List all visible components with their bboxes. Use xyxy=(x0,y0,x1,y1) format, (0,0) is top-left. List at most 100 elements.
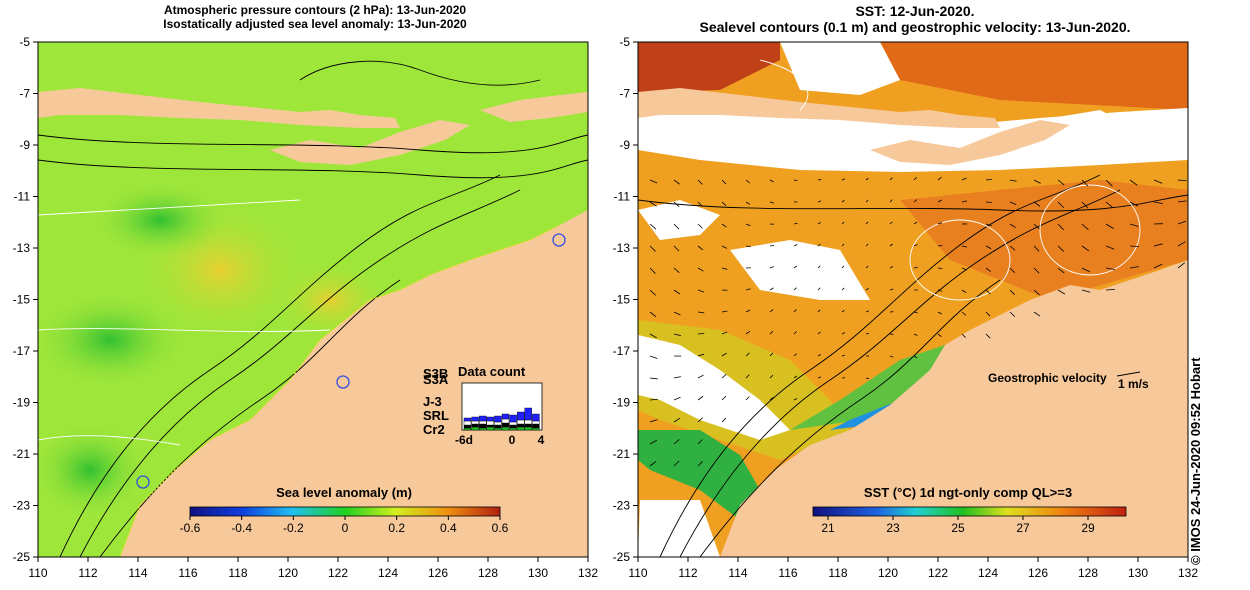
histogram-bar xyxy=(486,424,494,428)
mission-label: SRL xyxy=(423,408,449,423)
velocity-arrow xyxy=(1009,267,1016,273)
velocity-arrow xyxy=(649,439,658,445)
colorbar-tick-label: -0.4 xyxy=(231,521,252,535)
x-tick-label: 116 xyxy=(778,566,797,580)
velocity-arrow xyxy=(913,311,918,314)
velocity-arrow xyxy=(697,374,704,379)
velocity-arrow xyxy=(793,353,797,357)
velocity-arrow xyxy=(1033,245,1040,252)
right-map-axes: 110 112 114 116 118 120 122 124 126 128 130 132 -5 -7… xyxy=(613,35,1199,580)
y-tick-label: -13 xyxy=(613,241,631,255)
velocity-arrow xyxy=(937,199,943,203)
right-title-line1: SST: 12-Jun-2020. xyxy=(855,3,975,19)
histogram-bar xyxy=(479,427,487,431)
histogram-bar xyxy=(471,420,479,425)
velocity-arrow xyxy=(745,201,751,205)
histogram-bar xyxy=(524,423,532,428)
x-tick-label: 114 xyxy=(728,566,747,580)
right-map: Geostrophic velocity 1 m/s xyxy=(638,42,1188,557)
histogram-bar xyxy=(471,423,479,428)
velocity-arrow xyxy=(649,398,658,401)
histogram-bar xyxy=(486,420,494,426)
sst-colorbar xyxy=(812,506,1127,517)
x-tick-label: 118 xyxy=(228,566,247,580)
histogram-bar xyxy=(486,426,494,431)
velocity-arrow xyxy=(889,199,893,203)
velocity-arrow xyxy=(1009,223,1016,228)
velocity-arrow xyxy=(697,267,704,272)
x-tick-label: 124 xyxy=(978,566,998,580)
velocity-arrow xyxy=(1057,201,1065,208)
left-title-line1: Atmospheric pressure contours (2 hPa): 1… xyxy=(163,3,467,17)
histogram-bar xyxy=(494,421,502,426)
colorbar-tick-label: 0 xyxy=(342,521,349,535)
velocity-arrow xyxy=(961,245,968,248)
x-tick-label: 118 xyxy=(828,566,847,580)
colorbar-tick-label: 27 xyxy=(1016,521,1030,535)
velocity-arrow xyxy=(673,245,680,252)
velocity-arrow xyxy=(649,223,657,230)
left-map xyxy=(38,42,588,557)
velocity-arrow xyxy=(745,352,750,357)
velocity-arrow xyxy=(673,417,681,423)
x-tick-label: 112 xyxy=(78,566,97,580)
histogram-bar xyxy=(509,421,517,426)
velocity-arrow xyxy=(985,201,992,203)
velocity-arrow xyxy=(673,333,681,337)
velocity-arrow xyxy=(697,311,705,314)
histogram-bar xyxy=(501,413,510,420)
colorbar-tick-label: 21 xyxy=(821,521,835,535)
velocity-arrow xyxy=(697,417,703,423)
velocity-arrow xyxy=(673,311,681,316)
australia-land-sst xyxy=(720,260,1188,557)
y-tick-label: -11 xyxy=(614,190,631,204)
velocity-arrow xyxy=(937,222,943,225)
velocity-arrow xyxy=(1009,289,1015,296)
velocity-arrow xyxy=(697,333,705,335)
y-tick-label: -7 xyxy=(19,87,30,101)
velocity-arrow xyxy=(649,311,657,318)
histogram-bar xyxy=(463,424,472,429)
velocity-arrow xyxy=(1033,289,1040,296)
velocity-arrow xyxy=(1177,262,1185,269)
velocity-arrow xyxy=(841,354,845,357)
velocity-arrow xyxy=(1105,179,1113,187)
velocity-arrow xyxy=(889,288,894,291)
velocity-arrow xyxy=(721,331,728,335)
right-title-line2: Sealevel contours (0.1 m) and geostrophi… xyxy=(699,19,1131,35)
velocity-arrow xyxy=(769,244,775,247)
velocity-label: Geostrophic velocity xyxy=(988,371,1107,385)
velocity-arrow xyxy=(1129,201,1139,207)
velocity-arrow xyxy=(793,244,798,247)
sst-colorbar-ticks: 21 23 25 27 29 xyxy=(821,516,1095,535)
velocity-arrow xyxy=(769,397,774,401)
velocity-arrow xyxy=(1153,179,1163,184)
histogram-bar xyxy=(532,413,540,422)
histogram-bar xyxy=(479,423,487,429)
velocity-arrow xyxy=(697,353,705,357)
histogram-bar xyxy=(463,420,472,426)
velocity-arrow xyxy=(889,355,894,358)
velocity-arrow xyxy=(865,177,869,181)
histogram-bar xyxy=(479,420,487,425)
y-tick-label: -25 xyxy=(613,550,631,564)
velocity-arrow xyxy=(841,243,845,247)
velocity-arrow xyxy=(913,355,918,359)
histogram-bar xyxy=(486,416,494,422)
y-tick-label: -17 xyxy=(613,344,631,358)
velocity-arrow xyxy=(697,439,703,445)
velocity-arrow xyxy=(889,243,893,247)
velocity-arrow xyxy=(841,265,845,269)
velocity-arrow xyxy=(673,396,681,401)
velocity-arrow xyxy=(985,245,992,250)
velocity-arrow xyxy=(865,288,869,291)
histogram-bar xyxy=(471,426,479,431)
velocity-arrow xyxy=(1057,223,1064,231)
velocity-arrow xyxy=(817,222,821,225)
velocity-arrow xyxy=(865,265,869,269)
colorbar-tick-label: 0.2 xyxy=(388,521,405,535)
velocity-arrow xyxy=(721,310,728,313)
velocity-arrow xyxy=(985,178,992,181)
velocity-scale-arrow xyxy=(1116,371,1141,377)
